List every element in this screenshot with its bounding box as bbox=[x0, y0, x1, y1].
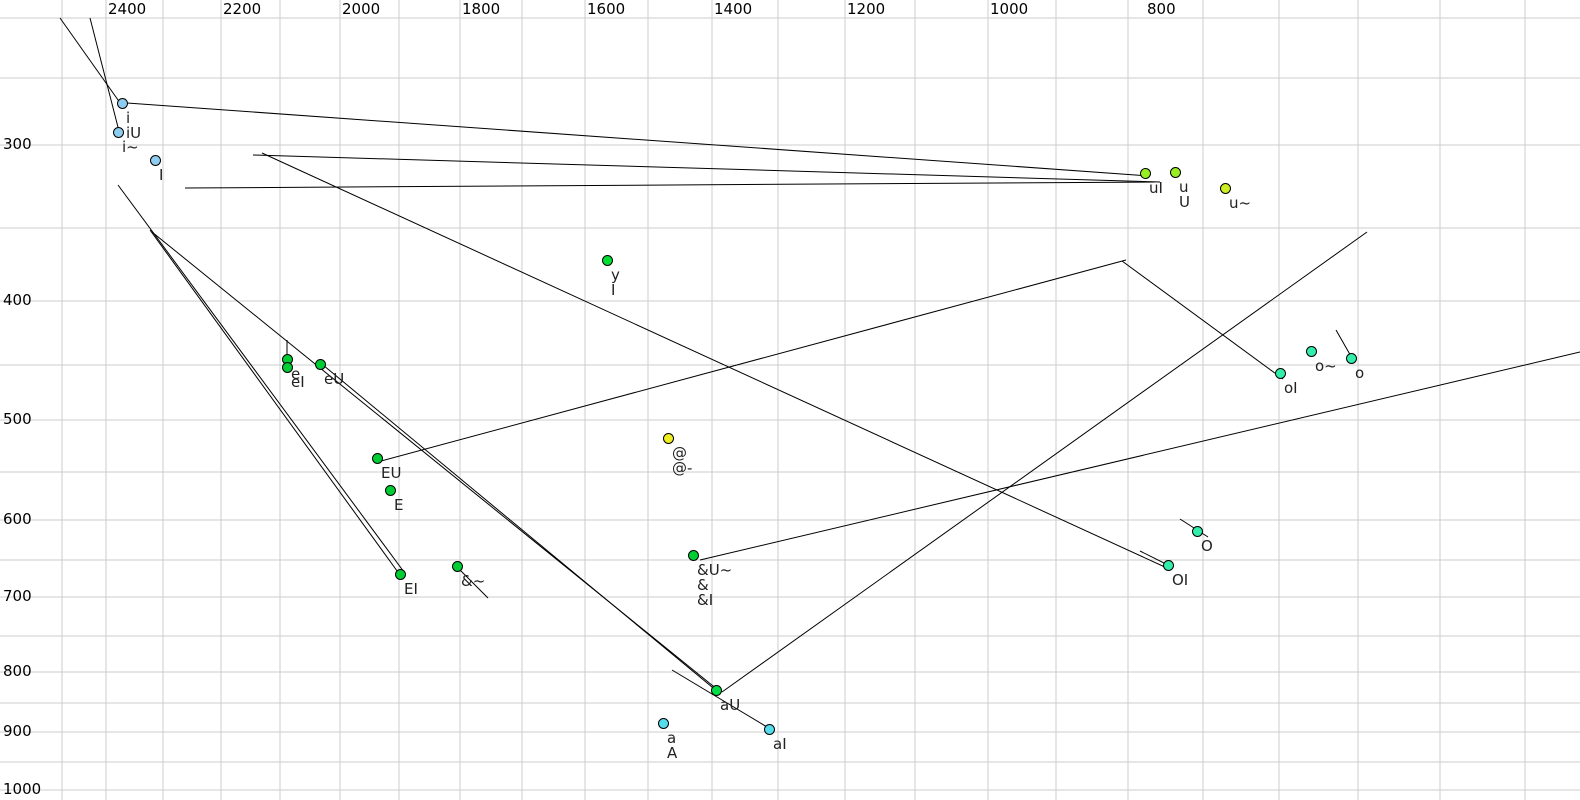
trajectory-line bbox=[699, 351, 1580, 561]
trajectory-line bbox=[721, 231, 1368, 693]
trajectory-lines bbox=[59, 17, 1580, 731]
vowel-label: I bbox=[159, 166, 164, 184]
vowel-label: y I bbox=[611, 266, 620, 299]
vowel-point-O[interactable] bbox=[1192, 526, 1203, 537]
trajectory-line bbox=[322, 364, 719, 693]
vowel-label: &U~ & &I bbox=[697, 561, 733, 609]
y-tick-label: 700 bbox=[3, 587, 32, 605]
vowel-label: e bbox=[291, 365, 301, 383]
vowel-label: i~ bbox=[122, 138, 139, 156]
vowel-point-EU[interactable] bbox=[372, 453, 383, 464]
vowel-point-OI[interactable] bbox=[1163, 560, 1174, 571]
vowel-point-a[interactable] bbox=[658, 718, 669, 729]
x-tick-label: 1800 bbox=[462, 0, 501, 18]
vowel-point-aI[interactable] bbox=[764, 724, 775, 735]
vowel-label: uI bbox=[1149, 179, 1163, 197]
y-tick-label: 900 bbox=[3, 722, 32, 740]
vowel-label: eI bbox=[291, 373, 305, 391]
vowel-label: aU bbox=[720, 696, 741, 714]
trajectory-line bbox=[671, 669, 773, 731]
x-gridlines bbox=[61, 0, 1526, 800]
vowel-label: @ @- bbox=[672, 444, 693, 477]
y-tick-label: 600 bbox=[3, 510, 32, 528]
vowel-label: aI bbox=[773, 735, 787, 753]
trajectory-line bbox=[1121, 260, 1284, 380]
vowel-point-EI[interactable] bbox=[395, 569, 406, 580]
y-tick-label: 300 bbox=[3, 135, 32, 153]
x-tick-label: 800 bbox=[1147, 0, 1176, 18]
x-tick-label: 1000 bbox=[990, 0, 1029, 18]
trajectory-line bbox=[89, 17, 121, 136]
vowel-point-eU[interactable] bbox=[315, 359, 326, 370]
y-tick-label: 800 bbox=[3, 662, 32, 680]
vowel-label: i iU bbox=[126, 109, 142, 142]
x-tick-label: 1600 bbox=[587, 0, 626, 18]
vowel-label: oI bbox=[1284, 379, 1298, 397]
trajectory-line bbox=[252, 154, 1161, 183]
y-gridlines bbox=[0, 17, 1580, 791]
vowel-label: EI bbox=[404, 580, 418, 598]
trajectory-line bbox=[149, 229, 401, 576]
trajectory-line bbox=[380, 259, 1127, 462]
vowel-point-uI[interactable] bbox=[1140, 168, 1151, 179]
vowel-point-u[interactable] bbox=[1220, 183, 1231, 194]
vowel-point-aU[interactable] bbox=[711, 685, 722, 696]
vowel-point-U[interactable] bbox=[688, 550, 699, 561]
vowel-point-u[interactable] bbox=[1170, 167, 1181, 178]
vowel-point-o[interactable] bbox=[1306, 346, 1317, 357]
vowel-point-eI[interactable] bbox=[282, 362, 293, 373]
y-tick-label: 1000 bbox=[3, 780, 42, 798]
x-tick-label: 1400 bbox=[714, 0, 753, 18]
vowel-label: o bbox=[1355, 364, 1365, 382]
vowel-label: E bbox=[394, 496, 404, 514]
vowel-point-oI[interactable] bbox=[1275, 368, 1286, 379]
vowel-label: &~ bbox=[461, 572, 486, 590]
trajectory-line bbox=[59, 17, 124, 108]
vowel-point-E[interactable] bbox=[385, 485, 396, 496]
vowel-point-[interactable] bbox=[452, 561, 463, 572]
vowel-label: o~ bbox=[1315, 357, 1337, 375]
x-tick-label: 2000 bbox=[342, 0, 381, 18]
vowel-point-[interactable] bbox=[663, 433, 674, 444]
vowel-label: OI bbox=[1172, 571, 1189, 589]
vowel-label: O bbox=[1201, 537, 1213, 555]
trajectory-line bbox=[261, 152, 1168, 569]
x-tick-label: 1200 bbox=[847, 0, 886, 18]
y-tick-label: 500 bbox=[3, 410, 32, 428]
vowel-label: u U bbox=[1179, 178, 1190, 211]
vowel-label: a A bbox=[667, 729, 678, 762]
vowel-point-i[interactable] bbox=[117, 98, 128, 109]
x-tick-label: 2200 bbox=[223, 0, 262, 18]
vowel-point-o[interactable] bbox=[1346, 353, 1357, 364]
vowel-label: EU bbox=[381, 464, 402, 482]
trajectory-line bbox=[126, 102, 1151, 177]
vowel-point-i[interactable] bbox=[113, 127, 124, 138]
trajectory-line bbox=[117, 184, 405, 573]
vowel-point-I[interactable] bbox=[150, 155, 161, 166]
vowel-point-y[interactable] bbox=[602, 255, 613, 266]
y-tick-label: 400 bbox=[3, 291, 32, 309]
vowel-label: u~ bbox=[1229, 194, 1252, 212]
trajectory-line bbox=[184, 181, 1156, 189]
vowel-label: eU bbox=[324, 370, 345, 388]
x-tick-label: 2400 bbox=[108, 0, 147, 18]
